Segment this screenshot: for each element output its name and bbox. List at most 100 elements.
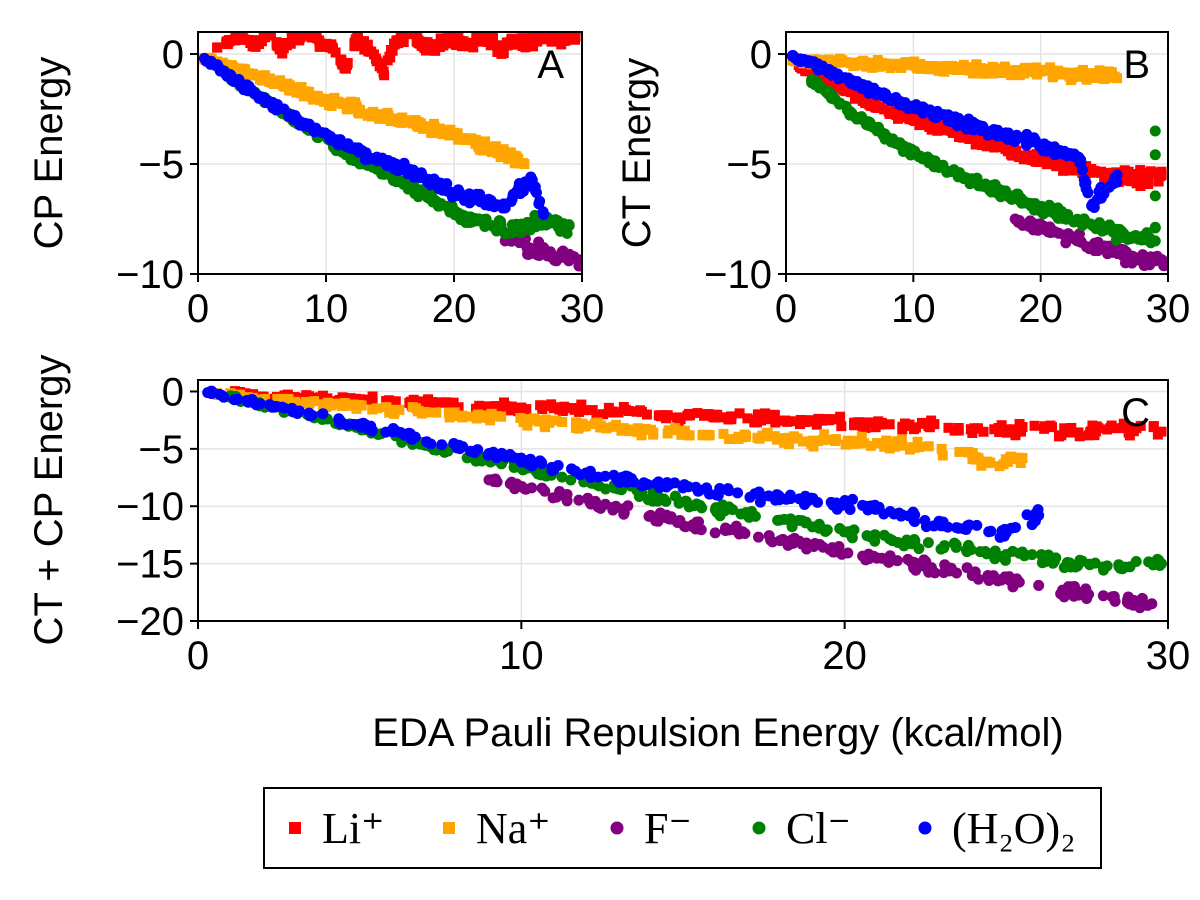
legend-label: Na⁺ xyxy=(476,804,551,853)
data-point xyxy=(319,127,331,139)
data-point xyxy=(283,395,294,406)
data-point xyxy=(566,463,578,475)
data-point xyxy=(556,471,568,483)
data-point xyxy=(530,187,542,199)
panel-label: B xyxy=(1123,43,1150,87)
panel-a: 0 10 20 30 −10 −5 0 CP Energy A xyxy=(27,31,604,331)
data-point xyxy=(1008,424,1019,435)
data-point xyxy=(775,433,785,444)
data-point xyxy=(489,141,500,152)
data-point xyxy=(783,439,794,450)
data-point xyxy=(897,424,908,435)
data-point xyxy=(821,524,833,536)
data-point xyxy=(972,130,983,141)
data-point xyxy=(301,390,312,401)
data-point xyxy=(573,259,582,271)
data-point xyxy=(353,32,363,42)
data-point xyxy=(856,81,868,93)
data-point xyxy=(912,436,923,447)
data-point xyxy=(811,496,823,508)
data-point xyxy=(730,520,742,532)
series-Cl⁻ xyxy=(224,390,1168,576)
data-point xyxy=(830,436,841,447)
data-point xyxy=(404,428,416,440)
data-point xyxy=(434,397,445,408)
data-point xyxy=(1149,235,1161,247)
data-point xyxy=(1117,563,1129,575)
data-point xyxy=(695,524,707,536)
data-point xyxy=(1047,143,1059,155)
data-point xyxy=(910,422,921,433)
axes-frame xyxy=(197,379,1169,622)
data-point xyxy=(289,405,301,417)
data-point xyxy=(865,440,876,451)
data-point xyxy=(584,496,596,508)
data-point xyxy=(397,115,408,125)
data-point xyxy=(801,64,812,75)
data-point xyxy=(645,509,657,521)
x-tick-label: 0 xyxy=(775,287,797,331)
panel-b: 0 10 20 30 −10 −5 0 CT Energy B xyxy=(615,31,1190,331)
data-point xyxy=(417,40,427,51)
data-point xyxy=(958,171,970,183)
data-point xyxy=(996,187,1008,199)
data-point xyxy=(985,457,996,468)
data-point xyxy=(1156,170,1167,180)
data-point xyxy=(591,410,602,421)
data-point xyxy=(734,408,745,419)
y-tick-label: −5 xyxy=(726,143,772,187)
data-point xyxy=(1017,422,1028,433)
legend-marker xyxy=(918,821,932,835)
data-point xyxy=(587,405,598,416)
data-point xyxy=(1029,420,1040,431)
data-point xyxy=(813,413,824,424)
data-point xyxy=(994,461,1005,472)
data-point xyxy=(827,66,839,78)
data-point xyxy=(760,408,771,419)
axes-frame xyxy=(197,31,583,275)
data-point xyxy=(871,503,883,515)
data-point xyxy=(819,414,830,425)
data-point xyxy=(976,460,987,471)
data-point xyxy=(1007,581,1019,593)
data-point xyxy=(412,406,423,417)
data-point xyxy=(468,42,479,53)
data-point xyxy=(654,507,666,519)
data-point xyxy=(862,500,874,512)
data-point xyxy=(1028,62,1039,73)
data-point xyxy=(550,255,562,267)
legend-label: F⁻ xyxy=(644,804,692,853)
data-point xyxy=(895,96,907,108)
data-point xyxy=(912,60,923,71)
data-point xyxy=(886,439,897,450)
data-point xyxy=(1149,255,1161,267)
data-point xyxy=(511,481,523,493)
data-point xyxy=(346,143,358,155)
data-point xyxy=(1000,548,1012,560)
series-F⁻ xyxy=(483,473,1158,614)
legend-label: Li⁺ xyxy=(322,804,384,853)
data-point xyxy=(500,451,512,463)
data-point xyxy=(442,32,453,42)
data-point xyxy=(903,537,915,549)
data-point xyxy=(519,159,530,169)
y-tick-label: 0 xyxy=(750,33,772,77)
data-point xyxy=(669,425,680,436)
data-point xyxy=(237,32,248,42)
data-point xyxy=(719,524,731,536)
data-point xyxy=(536,458,548,470)
data-point xyxy=(753,486,765,498)
data-point xyxy=(654,494,666,506)
data-point xyxy=(515,413,526,424)
data-point xyxy=(1125,176,1136,187)
data-point xyxy=(939,124,950,135)
data-point xyxy=(752,531,764,543)
data-point xyxy=(1045,62,1056,73)
data-point xyxy=(422,37,433,48)
data-point xyxy=(599,470,611,482)
data-point xyxy=(797,436,808,447)
data-point xyxy=(474,400,485,411)
data-point xyxy=(732,487,744,499)
data-point xyxy=(699,410,710,421)
data-point xyxy=(367,391,378,402)
